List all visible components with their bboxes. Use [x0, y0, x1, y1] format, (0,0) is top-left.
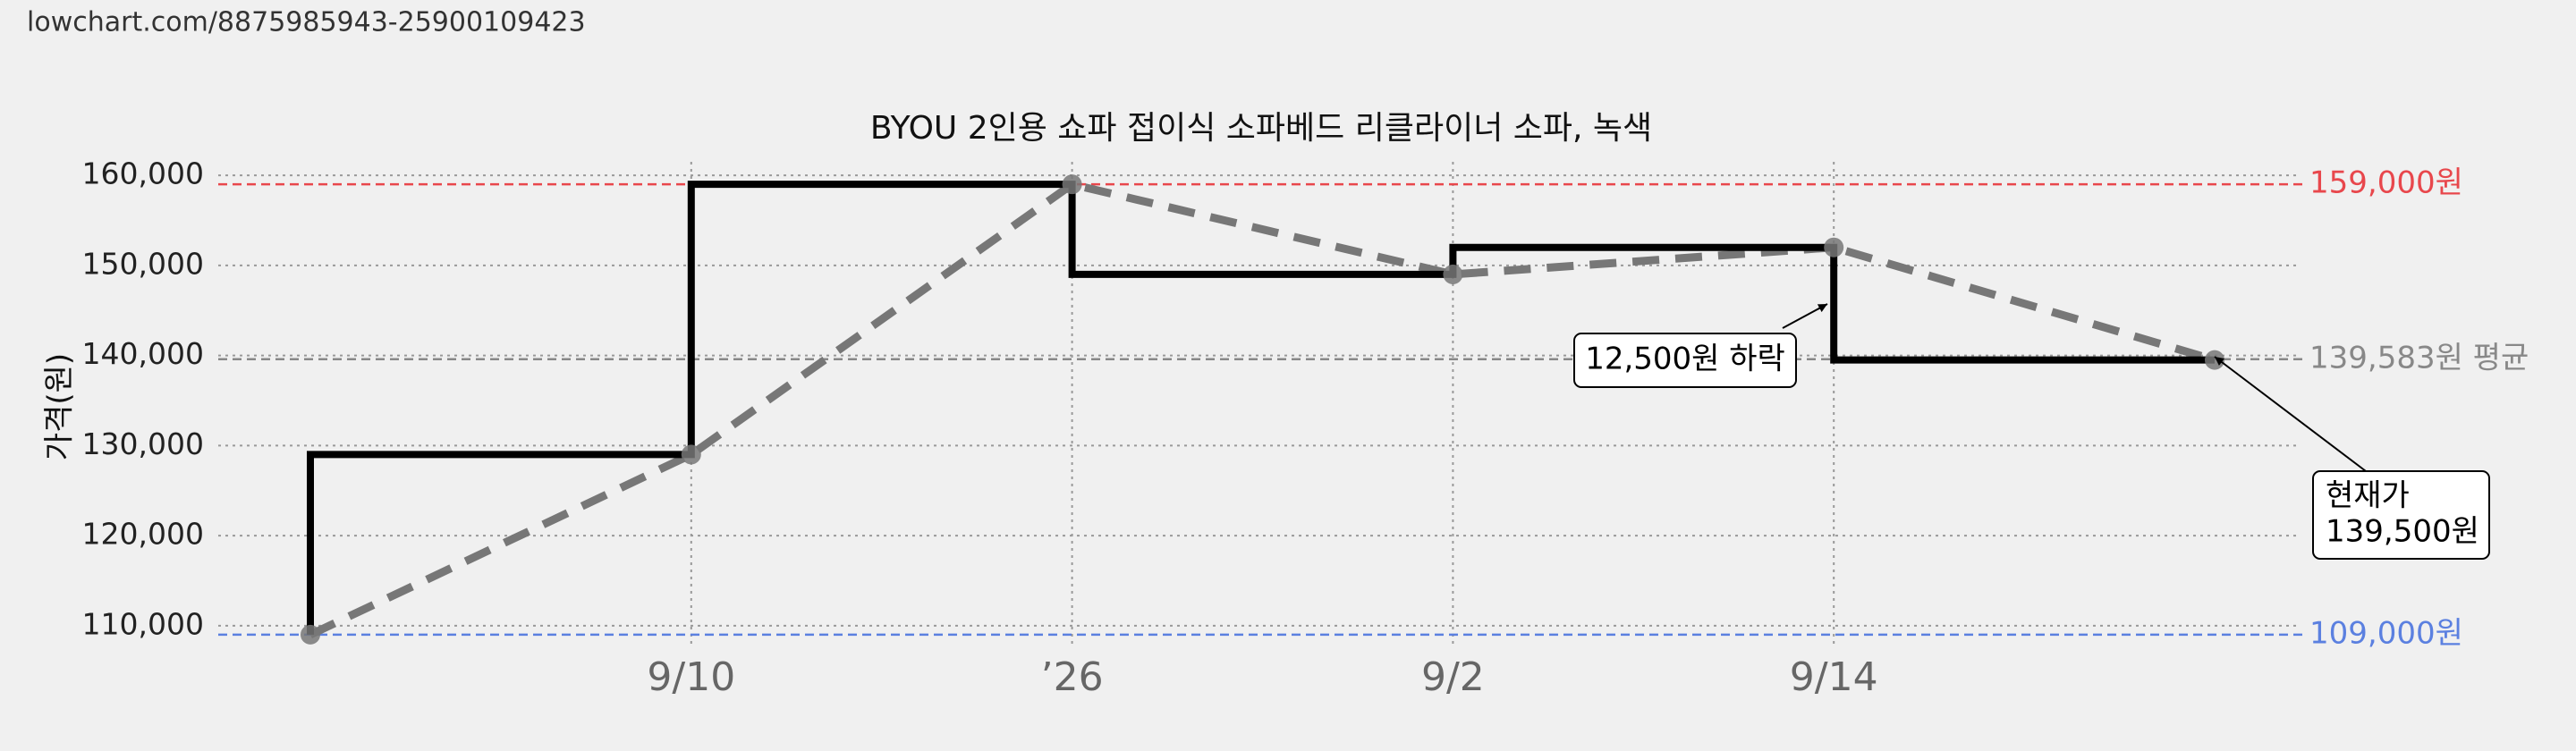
x-tick-label: 9/10 [647, 654, 735, 700]
x-tick-label: 9/14 [1790, 654, 1878, 700]
point [1443, 264, 1463, 284]
reference-label: 159,000원 [2309, 165, 2463, 201]
chart-title: BYOU 2인용 쇼파 접이식 소파베드 리클라이너 소파, 녹색 [870, 110, 1652, 147]
annotation-box [1573, 333, 1797, 388]
point [681, 444, 701, 465]
y-tick-label: 150,000 [82, 246, 204, 281]
annotation-box [2312, 470, 2490, 560]
reference-lines: 159,000원 109,000원 139,583원 평균 [218, 165, 2529, 651]
y-tick-label: 130,000 [82, 426, 204, 461]
grid: 110,000 120,000 130,000 140,000 150,000 160,0… [82, 156, 2301, 700]
point [1062, 174, 1082, 195]
x-tick-label: 9/2 [1421, 654, 1485, 700]
url: lowchart.com/8875985943-25900109423 [27, 7, 586, 38]
annotation-arrow [1782, 303, 1828, 329]
marks [301, 174, 2224, 645]
x-tick-label: ’26 [1041, 654, 1104, 700]
annotation-text: 현재가 [2326, 478, 2410, 514]
reference-label: 139,583원 평균 [2309, 340, 2529, 376]
y-tick-label: 140,000 [82, 336, 204, 371]
y-tick-label: 110,000 [82, 606, 204, 641]
y-axis-label: 가격(원) [42, 353, 78, 460]
annotation-arrow [2214, 356, 2367, 472]
step-line [307, 181, 2215, 635]
point [1824, 237, 1844, 257]
annotation-text: 12,500원 하락 [1585, 342, 1785, 377]
annotation-text: 139,500원 [2326, 514, 2479, 550]
reference-label: 109,000원 [2309, 615, 2463, 651]
point [2205, 350, 2224, 370]
point [301, 624, 320, 645]
trend-line [309, 180, 2216, 638]
y-tick-label: 160,000 [82, 156, 204, 191]
y-tick-label: 120,000 [82, 517, 204, 552]
